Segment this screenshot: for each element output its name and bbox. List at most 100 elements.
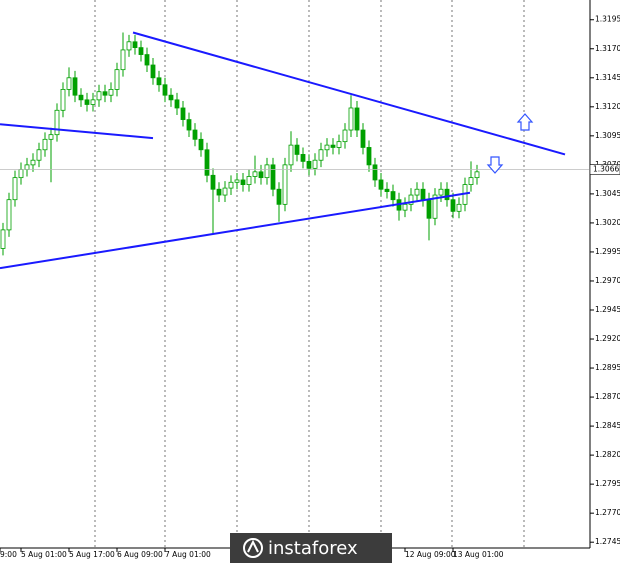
candle-body xyxy=(402,203,408,211)
candle-body xyxy=(24,164,30,170)
candle-body xyxy=(282,164,288,205)
x-tick-label: 13 Aug 01:00 xyxy=(453,550,504,559)
candle-body xyxy=(0,229,6,249)
candle-body xyxy=(324,144,330,151)
candle-body xyxy=(66,77,72,90)
candle-body xyxy=(72,77,78,96)
candle-body xyxy=(156,77,162,86)
x-tick-label: 12 Aug 09:00 xyxy=(405,550,456,559)
candle-body xyxy=(114,69,120,90)
candle-body xyxy=(330,144,336,148)
x-tick-label: 9:00 xyxy=(0,550,17,559)
candle-body xyxy=(264,164,270,179)
marks: 1.31951.31701.31451.31201.30951.30701.30… xyxy=(0,15,620,559)
candle-body xyxy=(192,129,198,140)
candle-body xyxy=(90,99,96,105)
candle-body xyxy=(108,88,114,96)
candle-body xyxy=(96,91,102,101)
candle-body xyxy=(42,138,48,151)
trendline xyxy=(132,31,566,156)
y-tick-label: 1.3045 xyxy=(595,189,620,198)
y-tick-label: 1.2870 xyxy=(595,392,620,401)
candle-body xyxy=(132,41,138,49)
down-arrow xyxy=(486,156,504,174)
candle-body xyxy=(408,194,414,205)
candle-body xyxy=(450,199,456,212)
trendline xyxy=(0,123,154,140)
y-tick-label: 1.3020 xyxy=(595,218,620,227)
y-tick-label: 1.2970 xyxy=(595,276,620,285)
trendline xyxy=(0,191,471,270)
candle-body xyxy=(474,171,480,179)
y-tick-label: 1.2745 xyxy=(595,537,620,546)
x-tick-label: 5 Aug 01:00 xyxy=(21,550,67,559)
candle-body xyxy=(258,171,264,179)
candle-body xyxy=(18,169,24,179)
candle-body xyxy=(228,181,234,189)
candle-body xyxy=(210,174,216,190)
y-tick-label: 1.2845 xyxy=(595,421,620,430)
candle-body xyxy=(102,91,108,96)
candle-body xyxy=(306,160,312,169)
candle-body xyxy=(366,147,372,166)
candle-body xyxy=(138,47,144,55)
candle-body xyxy=(378,179,384,190)
candle-body xyxy=(12,177,18,201)
watermark-text: instaforex xyxy=(268,538,358,559)
x-tick-label: 6 Aug 09:00 xyxy=(117,550,163,559)
candle-body xyxy=(360,129,366,148)
candle-body xyxy=(432,194,438,219)
candle-body xyxy=(78,94,84,101)
candle-body xyxy=(300,154,306,162)
candle-body xyxy=(222,187,228,196)
candle-body xyxy=(54,109,60,136)
y-tick-label: 1.3170 xyxy=(595,44,620,53)
candle-body xyxy=(384,188,390,192)
candle-body xyxy=(288,144,294,166)
candle-body xyxy=(468,177,474,186)
candle-body xyxy=(348,107,354,131)
y-tick-label: 1.2895 xyxy=(595,363,620,372)
candle-body xyxy=(204,149,210,176)
x-tick-label: 5 Aug 17:00 xyxy=(69,550,115,559)
y-tick-label: 1.2920 xyxy=(595,334,620,343)
candle-body xyxy=(312,159,318,169)
candle-body xyxy=(336,141,342,148)
watermark-logo xyxy=(243,538,263,558)
watermark-box: instaforex xyxy=(230,533,392,563)
candle-body xyxy=(174,99,180,109)
candle-body xyxy=(342,129,348,143)
candle-body xyxy=(186,119,192,131)
candle-body xyxy=(252,171,258,177)
candle-body xyxy=(6,199,12,231)
candle-body xyxy=(36,149,42,161)
y-tick-label: 1.3195 xyxy=(595,15,620,24)
candle-body xyxy=(270,164,276,190)
candle-body xyxy=(126,41,132,51)
candle-body xyxy=(168,94,174,101)
watermark-logo-mark xyxy=(247,539,259,553)
y-tick-label: 1.3095 xyxy=(595,131,620,140)
candle-body xyxy=(420,188,426,201)
y-tick-label: 1.2770 xyxy=(595,508,620,517)
candle-body xyxy=(150,64,156,79)
candle-body xyxy=(84,99,90,105)
candle-body xyxy=(216,188,222,196)
candle-body xyxy=(372,164,378,181)
candle-body xyxy=(234,179,240,183)
candle-body xyxy=(180,107,186,120)
candle-body xyxy=(246,176,252,186)
candle-body xyxy=(240,179,246,186)
candle-body xyxy=(120,49,126,71)
candle-body xyxy=(276,188,282,205)
y-tick-label: 1.2820 xyxy=(595,450,620,459)
y-tick-label: 1.3145 xyxy=(595,73,620,82)
candle-body xyxy=(354,107,360,131)
up-arrow xyxy=(516,113,534,131)
candle-body xyxy=(438,188,444,196)
candle-body xyxy=(144,54,150,66)
candle-body xyxy=(30,159,36,166)
price-label-box xyxy=(589,164,620,175)
